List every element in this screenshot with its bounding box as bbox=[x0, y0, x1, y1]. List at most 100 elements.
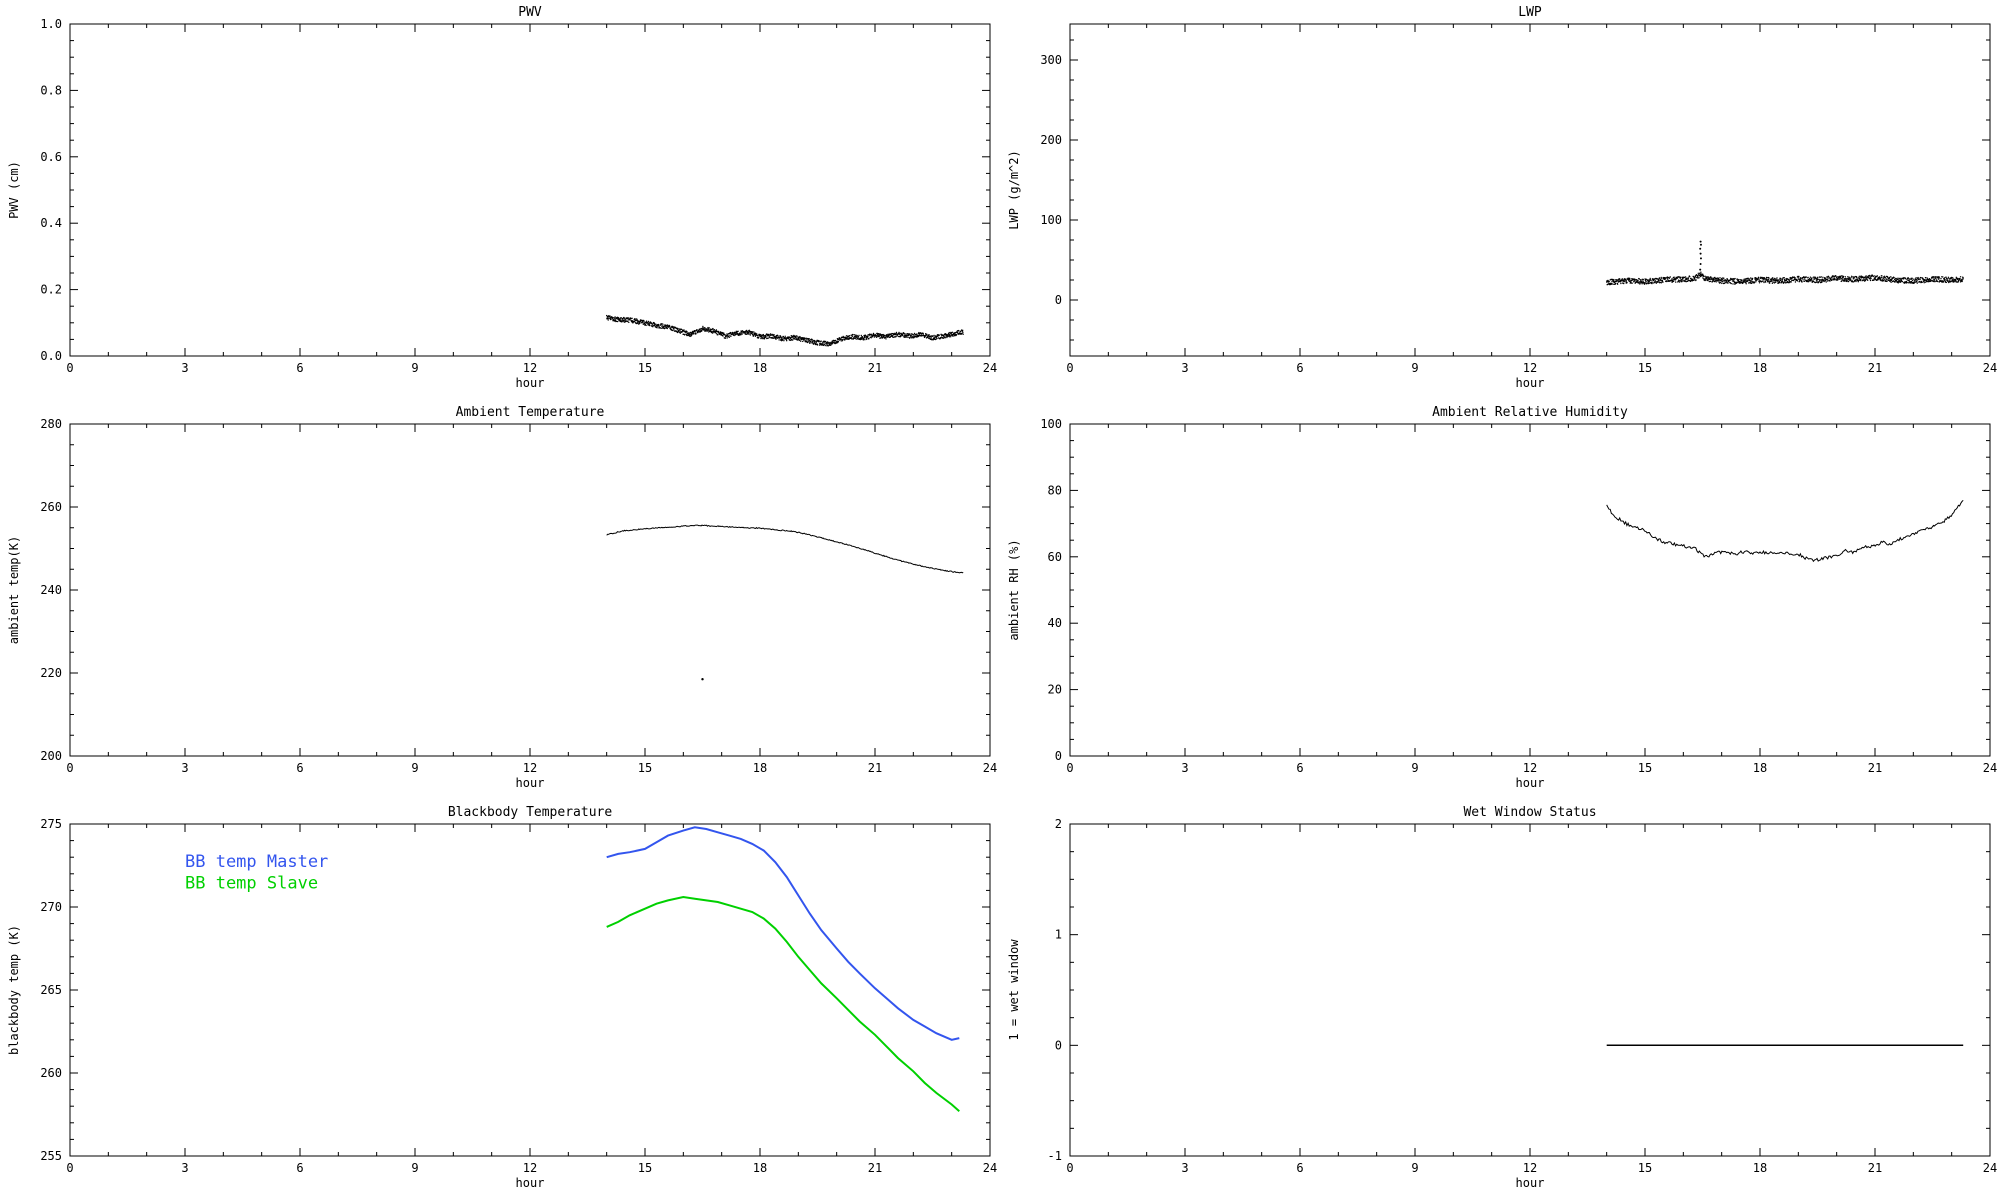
svg-text:3: 3 bbox=[1181, 761, 1188, 775]
lwp-plot-area: 0 3 6 9 12 15 18 21 24 0 100 200 300 bbox=[1040, 23, 1997, 375]
svg-text:BB temp Slave: BB temp Slave bbox=[185, 874, 318, 894]
svg-text:18: 18 bbox=[1753, 361, 1767, 375]
svg-text:9: 9 bbox=[1411, 361, 1418, 375]
svg-text:18: 18 bbox=[1753, 761, 1767, 775]
svg-text:18: 18 bbox=[753, 1161, 767, 1175]
svg-text:18: 18 bbox=[753, 361, 767, 375]
svg-text:21: 21 bbox=[1868, 361, 1882, 375]
ambient-temperature-plot-area: 0 3 6 9 12 15 18 21 24 200 220 240 260 280 bbox=[40, 417, 997, 775]
svg-text:3: 3 bbox=[181, 1161, 188, 1175]
svg-text:0: 0 bbox=[66, 761, 73, 775]
svg-text:240: 240 bbox=[40, 583, 62, 597]
svg-text:12: 12 bbox=[1523, 361, 1537, 375]
svg-text:15: 15 bbox=[1638, 1161, 1652, 1175]
svg-text:0: 0 bbox=[1055, 749, 1062, 763]
chart-panel-ambient-relative-humidity: Ambient Relative Humidity ambient RH (%)… bbox=[1000, 400, 2000, 800]
svg-text:200: 200 bbox=[1040, 133, 1062, 147]
svg-text:18: 18 bbox=[753, 761, 767, 775]
svg-text:265: 265 bbox=[40, 983, 62, 997]
chart-title-ambient-relative-humidity: Ambient Relative Humidity bbox=[1432, 405, 1628, 420]
svg-text:21: 21 bbox=[1868, 1161, 1882, 1175]
svg-text:300: 300 bbox=[1040, 53, 1062, 67]
svg-text:220: 220 bbox=[40, 666, 62, 680]
svg-text:6: 6 bbox=[296, 361, 303, 375]
svg-text:255: 255 bbox=[40, 1149, 62, 1163]
svg-text:21: 21 bbox=[868, 1161, 882, 1175]
svg-text:100: 100 bbox=[1040, 213, 1062, 227]
x-axis-label-pwv: hour bbox=[515, 376, 545, 390]
chart-title-blackbody-temperature: Blackbody Temperature bbox=[447, 805, 613, 820]
chart-title-wet-window-status: Wet Window Status bbox=[1463, 805, 1597, 820]
svg-text:24: 24 bbox=[983, 761, 997, 775]
svg-text:24: 24 bbox=[983, 1161, 997, 1175]
svg-text:6: 6 bbox=[1296, 1161, 1303, 1175]
svg-text:15: 15 bbox=[638, 361, 652, 375]
svg-text:9: 9 bbox=[411, 761, 418, 775]
svg-text:18: 18 bbox=[1753, 1161, 1767, 1175]
svg-text:15: 15 bbox=[638, 761, 652, 775]
x-axis-label-lwp: hour bbox=[1515, 376, 1545, 390]
blackbody-temperature-plot-area: 0 3 6 9 12 15 18 21 24 255 260 265 270 275 BB temp Mas… bbox=[40, 817, 997, 1175]
svg-text:-1: -1 bbox=[1048, 1149, 1062, 1163]
x-axis-label-ambient-temperature: hour bbox=[515, 776, 545, 790]
svg-text:0: 0 bbox=[1055, 293, 1062, 307]
svg-text:9: 9 bbox=[411, 361, 418, 375]
svg-text:3: 3 bbox=[181, 361, 188, 375]
svg-text:20: 20 bbox=[1048, 683, 1062, 697]
svg-text:0: 0 bbox=[1066, 761, 1073, 775]
svg-text:12: 12 bbox=[523, 361, 537, 375]
svg-text:24: 24 bbox=[1983, 361, 1997, 375]
svg-text:0: 0 bbox=[66, 361, 73, 375]
svg-text:9: 9 bbox=[1411, 1161, 1418, 1175]
svg-text:6: 6 bbox=[1296, 761, 1303, 775]
svg-text:60: 60 bbox=[1048, 550, 1062, 564]
svg-text:6: 6 bbox=[1296, 361, 1303, 375]
svg-text:12: 12 bbox=[523, 761, 537, 775]
svg-text:24: 24 bbox=[983, 361, 997, 375]
x-axis-label-wet-window-status: hour bbox=[1515, 1176, 1545, 1190]
x-axis-label-blackbody-temperature: hour bbox=[515, 1176, 545, 1190]
svg-text:15: 15 bbox=[1638, 361, 1652, 375]
chart-title-lwp: LWP bbox=[1518, 5, 1542, 20]
svg-text:15: 15 bbox=[1638, 761, 1652, 775]
svg-text:3: 3 bbox=[181, 761, 188, 775]
chart-title-pwv: PWV bbox=[518, 5, 542, 20]
svg-text:0.0: 0.0 bbox=[40, 349, 62, 363]
svg-text:0.2: 0.2 bbox=[40, 283, 62, 297]
svg-text:12: 12 bbox=[1523, 761, 1537, 775]
svg-text:80: 80 bbox=[1048, 483, 1062, 497]
svg-text:0.6: 0.6 bbox=[40, 150, 62, 164]
svg-text:260: 260 bbox=[40, 500, 62, 514]
svg-text:BB temp Master: BB temp Master bbox=[185, 852, 328, 872]
svg-text:9: 9 bbox=[1411, 761, 1418, 775]
chart-panel-blackbody-temperature: Blackbody Temperature blackbody temp (K)… bbox=[0, 800, 1000, 1200]
svg-text:12: 12 bbox=[1523, 1161, 1537, 1175]
svg-text:21: 21 bbox=[868, 361, 882, 375]
svg-text:0: 0 bbox=[1055, 1038, 1062, 1052]
svg-text:100: 100 bbox=[1040, 417, 1062, 431]
chart-panel-wet-window-status: Wet Window Status 1 = wet window 0 3 6 9 12 1… bbox=[1000, 800, 2000, 1200]
svg-text:1.0: 1.0 bbox=[40, 17, 62, 31]
svg-text:21: 21 bbox=[868, 761, 882, 775]
svg-text:0: 0 bbox=[1066, 361, 1073, 375]
svg-text:280: 280 bbox=[40, 417, 62, 431]
chart-panel-pwv: PWV PWV (cm) 0 3 6 9 12 15 18 21 24 0.0 0.2 0.4 0.6 0… bbox=[0, 0, 1000, 400]
svg-text:200: 200 bbox=[40, 749, 62, 763]
svg-text:275: 275 bbox=[40, 817, 62, 831]
svg-text:24: 24 bbox=[1983, 1161, 1997, 1175]
svg-text:3: 3 bbox=[1181, 1161, 1188, 1175]
chart-panel-lwp: LWP LWP (g/m^2) 0 3 6 9 12 15 18 21 24 0 100 200 300… bbox=[1000, 0, 2000, 400]
svg-text:0: 0 bbox=[1066, 1161, 1073, 1175]
x-axis-label-ambient-relative-humidity: hour bbox=[1515, 776, 1545, 790]
svg-text:24: 24 bbox=[1983, 761, 1997, 775]
svg-text:6: 6 bbox=[296, 761, 303, 775]
svg-text:2: 2 bbox=[1055, 817, 1062, 831]
svg-text:12: 12 bbox=[523, 1161, 537, 1175]
svg-text:40: 40 bbox=[1048, 616, 1062, 630]
svg-text:15: 15 bbox=[638, 1161, 652, 1175]
svg-text:6: 6 bbox=[296, 1161, 303, 1175]
svg-text:1: 1 bbox=[1055, 928, 1062, 942]
